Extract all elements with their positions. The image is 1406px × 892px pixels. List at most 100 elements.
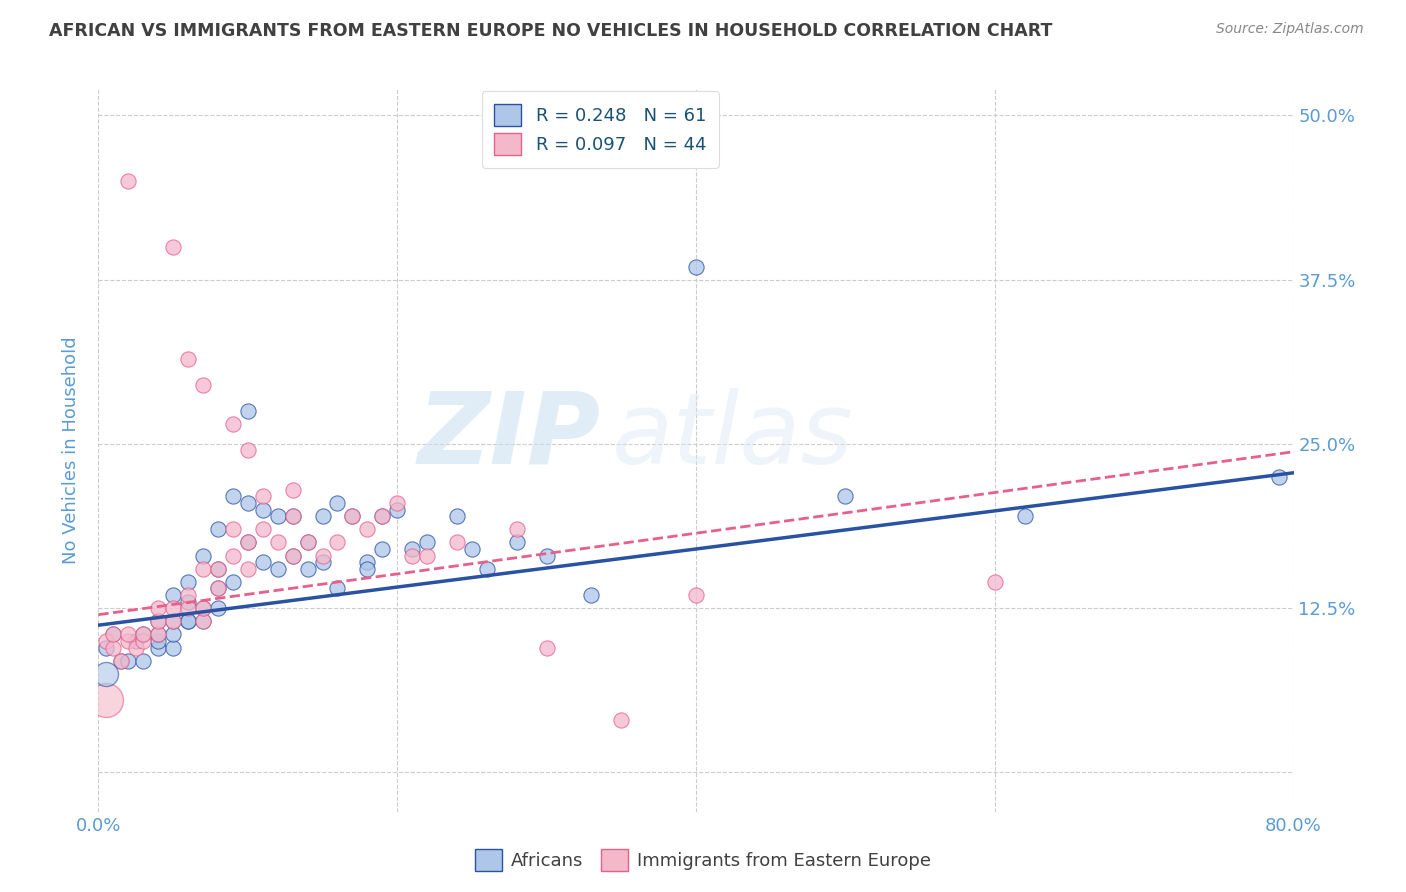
Point [207, 562, 229, 576]
Point [222, 574, 245, 589]
Point [207, 562, 229, 576]
Point [177, 594, 200, 608]
Point [132, 654, 155, 668]
Legend: R = 0.248   N = 61, R = 0.097   N = 44: R = 0.248 N = 61, R = 0.097 N = 44 [482, 91, 718, 168]
Point [162, 614, 184, 628]
Point [252, 490, 274, 504]
Point [162, 601, 184, 615]
Point [326, 535, 349, 549]
Point [110, 654, 132, 668]
Point [222, 417, 245, 432]
Point [177, 614, 200, 628]
Point [685, 260, 707, 274]
Point [536, 640, 558, 655]
Point [177, 614, 200, 628]
Point [191, 614, 214, 628]
Point [94, 634, 117, 648]
Point [984, 574, 1007, 589]
Point [446, 535, 468, 549]
Point [148, 627, 170, 641]
Point [236, 535, 259, 549]
Point [162, 588, 184, 602]
Point [416, 549, 439, 563]
Point [191, 377, 214, 392]
Point [132, 627, 155, 641]
Point [117, 627, 139, 641]
Point [191, 614, 214, 628]
Point [267, 535, 290, 549]
Point [326, 582, 349, 596]
Point [385, 496, 409, 510]
Point [148, 614, 170, 628]
Point [385, 502, 409, 516]
Point [236, 535, 259, 549]
Point [297, 535, 319, 549]
Point [94, 640, 117, 655]
Point [94, 666, 117, 681]
Point [162, 640, 184, 655]
Point [371, 509, 394, 524]
Point [177, 601, 200, 615]
Point [685, 588, 707, 602]
Point [103, 640, 125, 655]
Text: Source: ZipAtlas.com: Source: ZipAtlas.com [1216, 22, 1364, 37]
Point [326, 496, 349, 510]
Point [191, 601, 214, 615]
Point [536, 549, 558, 563]
Point [371, 509, 394, 524]
Point [148, 627, 170, 641]
Point [222, 522, 245, 536]
Point [297, 562, 319, 576]
Point [342, 509, 364, 524]
Y-axis label: No Vehicles in Household: No Vehicles in Household [62, 336, 80, 565]
Point [132, 634, 155, 648]
Point [281, 549, 304, 563]
Point [252, 502, 274, 516]
Point [401, 549, 423, 563]
Point [207, 601, 229, 615]
Point [356, 562, 378, 576]
Point [252, 555, 274, 569]
Point [252, 522, 274, 536]
Point [371, 541, 394, 556]
Point [281, 483, 304, 497]
Point [506, 535, 529, 549]
Point [610, 713, 633, 727]
Point [191, 549, 214, 563]
Point [177, 351, 200, 366]
Point [191, 601, 214, 615]
Point [148, 640, 170, 655]
Text: atlas: atlas [613, 387, 853, 484]
Point [103, 627, 125, 641]
Point [207, 522, 229, 536]
Point [311, 555, 333, 569]
Point [117, 174, 139, 188]
Point [162, 614, 184, 628]
Point [117, 634, 139, 648]
Point [148, 634, 170, 648]
Point [267, 509, 290, 524]
Point [356, 522, 378, 536]
Point [311, 549, 333, 563]
Point [162, 240, 184, 254]
Point [461, 541, 484, 556]
Point [103, 627, 125, 641]
Point [177, 574, 200, 589]
Point [162, 627, 184, 641]
Point [236, 443, 259, 458]
Point [148, 601, 170, 615]
Point [356, 555, 378, 569]
Point [475, 562, 498, 576]
Point [267, 562, 290, 576]
Point [834, 490, 856, 504]
Point [94, 693, 117, 707]
Point [207, 582, 229, 596]
Point [416, 535, 439, 549]
Point [222, 490, 245, 504]
Point [281, 509, 304, 524]
Point [191, 562, 214, 576]
Point [222, 549, 245, 563]
Point [446, 509, 468, 524]
Point [132, 627, 155, 641]
Point [581, 588, 603, 602]
